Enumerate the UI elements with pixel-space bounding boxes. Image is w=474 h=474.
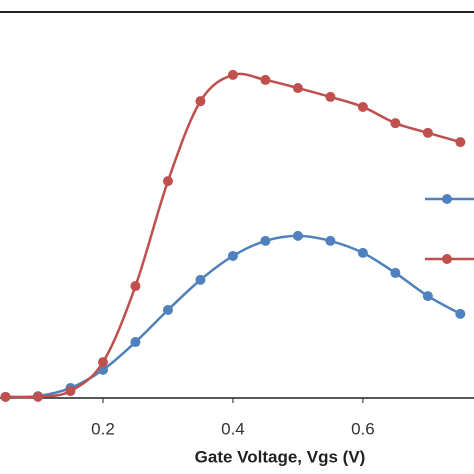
series-line <box>5 72 461 399</box>
x-tick-label: 0.2 <box>91 419 115 438</box>
data-point <box>195 274 206 285</box>
data-point <box>130 281 141 292</box>
data-point <box>422 291 433 302</box>
data-point <box>455 308 466 319</box>
data-point <box>195 96 206 107</box>
data-point <box>97 357 108 368</box>
data-point <box>390 267 401 278</box>
data-point <box>422 127 433 138</box>
legend-marker <box>442 194 452 204</box>
data-point <box>325 91 336 102</box>
data-point <box>390 118 401 129</box>
x-axis-label: Gate Voltage, Vgs (V) <box>195 447 366 466</box>
data-point <box>260 235 271 246</box>
data-point <box>227 69 238 80</box>
data-point <box>0 391 11 402</box>
data-point <box>455 137 466 148</box>
data-point <box>227 250 238 261</box>
data-point <box>292 230 303 241</box>
x-tick-label: 0.4 <box>221 419 245 438</box>
data-point <box>162 176 173 187</box>
data-point <box>162 304 173 315</box>
data-point <box>357 101 368 112</box>
x-tick-label: 0.6 <box>351 419 375 438</box>
data-point <box>65 386 76 397</box>
data-point <box>33 391 44 402</box>
data-point <box>357 247 368 258</box>
data-point <box>292 83 303 94</box>
legend-marker <box>442 254 452 264</box>
data-point <box>130 337 141 348</box>
data-point <box>325 235 336 246</box>
data-point <box>260 74 271 85</box>
